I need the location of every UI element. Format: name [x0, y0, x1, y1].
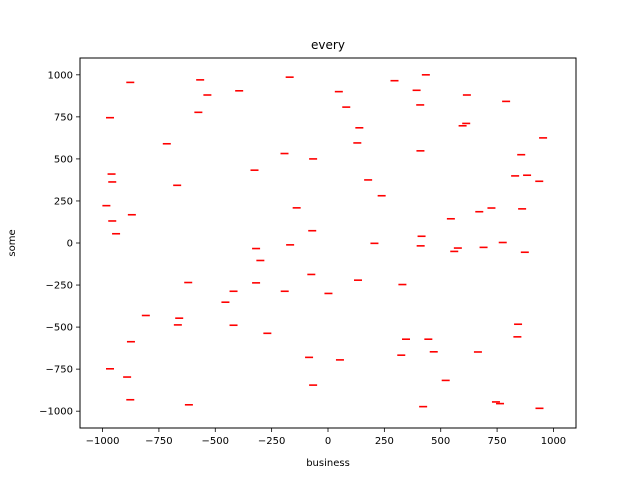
x-tick-label: 1000: [541, 436, 566, 447]
y-tick-label: −750: [46, 365, 73, 376]
chart-title: every: [311, 38, 345, 52]
x-tick-label: −750: [145, 436, 172, 447]
y-tick-label: −500: [46, 323, 73, 334]
x-axis-ticks: −1000 −750 −500 −250 0 250 500 750 1000: [86, 428, 566, 447]
plot-area: [80, 58, 576, 428]
x-tick-label: 0: [325, 436, 331, 447]
x-tick-label: 500: [431, 436, 450, 447]
x-tick-label: 750: [488, 436, 507, 447]
data-marks: [102, 74, 548, 410]
y-tick-label: 0: [67, 239, 73, 250]
y-axis-ticks: −1000 −750 −500 −250 0 250 500 750 1000: [39, 70, 80, 418]
y-axis-label: some: [7, 229, 18, 256]
x-tick-label: −250: [258, 436, 285, 447]
x-tick-label: −500: [202, 436, 229, 447]
y-tick-label: 250: [54, 196, 73, 207]
x-tick-label: 250: [375, 436, 394, 447]
y-tick-label: −250: [46, 281, 73, 292]
y-tick-label: 500: [54, 154, 73, 165]
y-tick-label: −1000: [39, 407, 73, 418]
y-tick-label: 1000: [48, 70, 73, 81]
y-tick-label: 750: [54, 112, 73, 123]
x-tick-label: −1000: [86, 436, 120, 447]
x-axis-label: business: [306, 458, 350, 469]
